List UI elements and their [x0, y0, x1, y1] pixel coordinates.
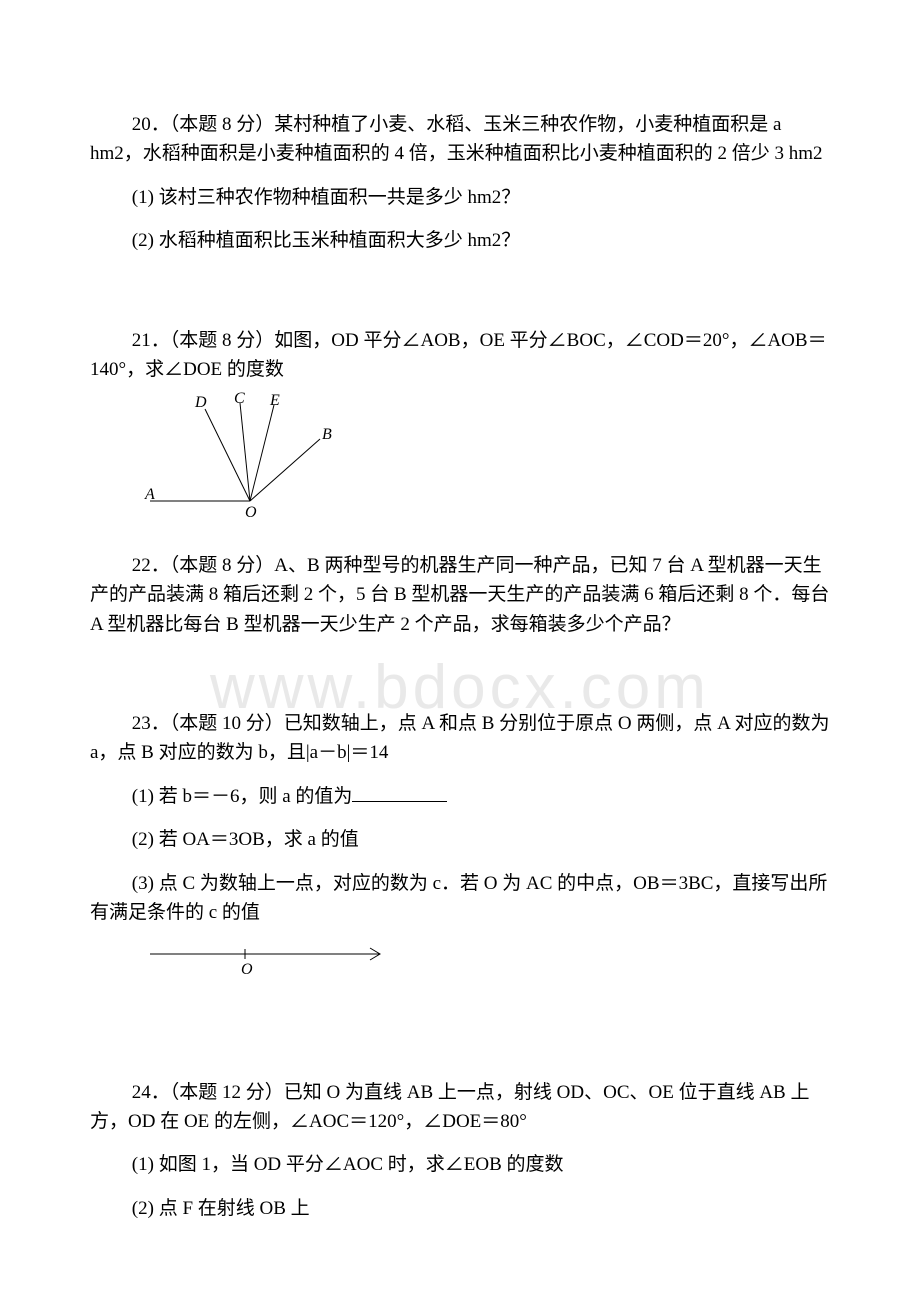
q23-part2: (2) 若 OA＝3OB，求 a 的值 — [90, 825, 830, 854]
spacer — [90, 270, 830, 326]
q23-part1: (1) 若 b＝－6，则 a 的值为 — [90, 782, 830, 811]
q23-figure: O — [145, 942, 830, 978]
q23-part3: (3) 点 C 为数轴上一点，对应的数为 c．若 O 为 AC 的中点，OB＝3… — [90, 869, 830, 928]
q20-part2: (2) 水稻种植面积比玉米种植面积大多少 hm2？ — [90, 226, 830, 255]
q21-label-E: E — [269, 392, 280, 409]
spacer — [90, 988, 830, 1078]
q23-stem: 23．（本题 10 分）已知数轴上，点 A 和点 B 分别位于原点 O 两侧，点… — [90, 709, 830, 768]
q21-stem: 21．（本题 8 分）如图，OD 平分∠AOB，OE 平分∠BOC，∠COD＝2… — [90, 326, 830, 385]
q21-label-O: O — [245, 504, 257, 521]
q21-label-B: B — [322, 426, 332, 443]
q21-label-D: D — [194, 394, 207, 411]
q23-part1-text: (1) 若 b＝－6，则 a 的值为 — [132, 786, 353, 807]
spacer — [90, 531, 830, 551]
q20-part1: (1) 该村三种农作物种植面积一共是多少 hm2？ — [90, 183, 830, 212]
q23-blank — [352, 801, 447, 802]
q22-stem-text: 22．（本题 8 分）A、B 两种型号的机器生产同一种产品，已知 7 台 A 型… — [90, 555, 829, 635]
q20-stem: 20．（本题 8 分）某村种植了小麦、水稻、玉米三种农作物，小麦种植面积是 a … — [90, 110, 830, 169]
q21-label-C: C — [234, 391, 245, 407]
q21-figure: A D C E B O — [140, 391, 830, 521]
q23-label-O: O — [241, 961, 253, 978]
q24-part1: (1) 如图 1，当 OD 平分∠AOC 时，求∠EOB 的度数 — [90, 1150, 830, 1179]
q22-stem: 22．（本题 8 分）A、B 两种型号的机器生产同一种产品，已知 7 台 A 型… — [90, 551, 830, 639]
spacer — [90, 653, 830, 709]
q23-stem-text: 23．（本题 10 分）已知数轴上，点 A 和点 B 分别位于原点 O 两侧，点… — [90, 713, 830, 763]
q21-label-A: A — [144, 486, 155, 503]
q24-stem: 24．（本题 12 分）已知 O 为直线 AB 上一点，射线 OD、OC、OE … — [90, 1078, 830, 1137]
q24-stem-text: 24．（本题 12 分）已知 O 为直线 AB 上一点，射线 OD、OC、OE … — [90, 1082, 809, 1132]
q20-stem-text: 20．（本题 8 分）某村种植了小麦、水稻、玉米三种农作物，小麦种植面积是 a … — [90, 114, 823, 164]
q21-stem-text: 21．（本题 8 分）如图，OD 平分∠AOB，OE 平分∠BOC，∠COD＝2… — [90, 330, 827, 380]
q24-part2: (2) 点 F 在射线 OB 上 — [90, 1194, 830, 1223]
